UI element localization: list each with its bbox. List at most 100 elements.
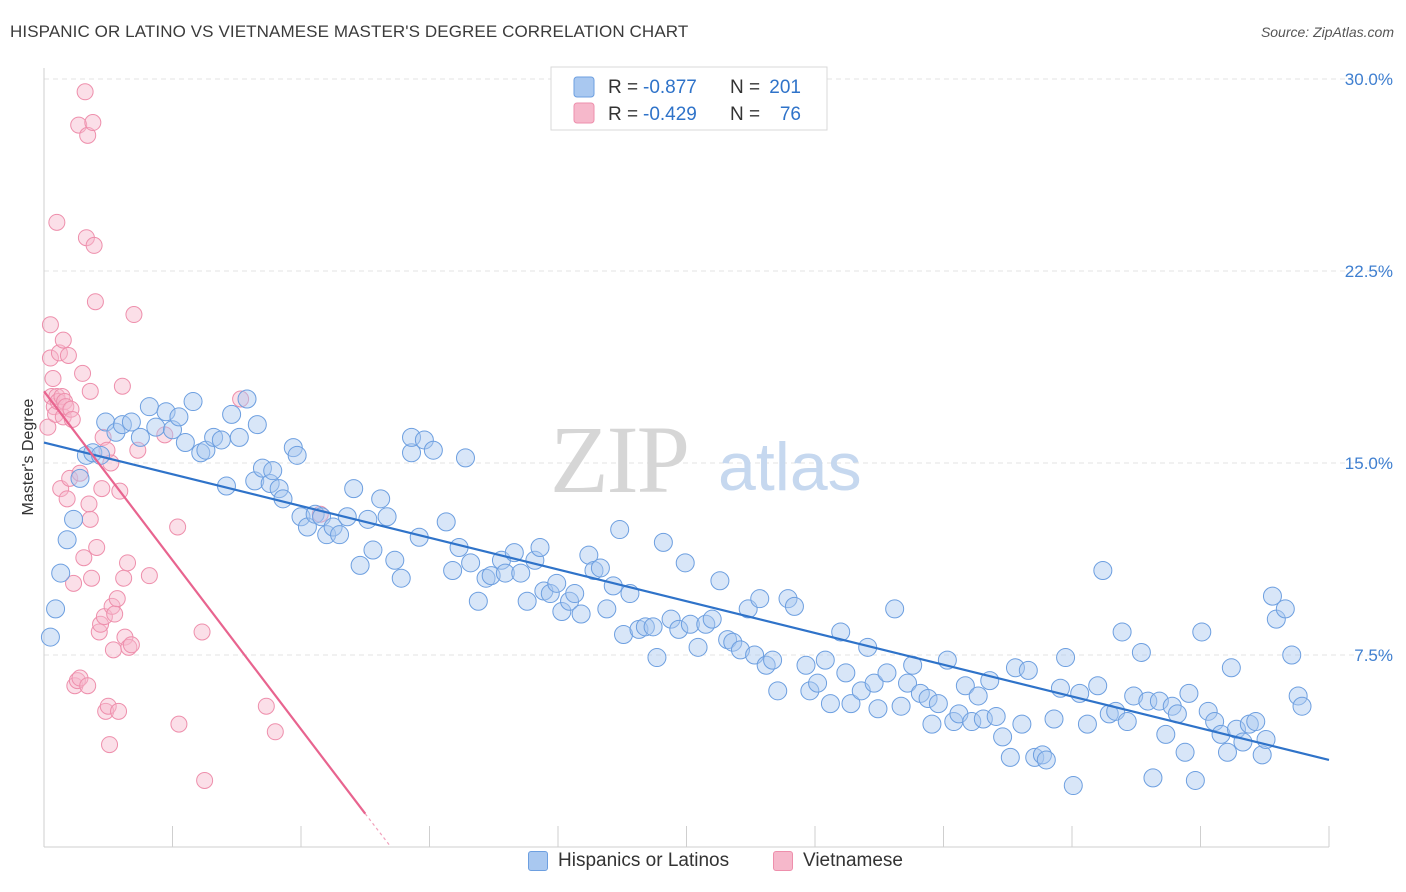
hispanic-point	[796, 655, 816, 675]
vietnamese-point	[80, 495, 98, 513]
y-tick-label: 30.0%	[1345, 70, 1393, 89]
hispanic-point	[986, 706, 1006, 726]
hispanic-point	[643, 617, 663, 637]
hispanic-point	[40, 627, 60, 647]
hispanic-point	[800, 681, 820, 701]
hispanic-point	[579, 545, 599, 565]
vietnamese-point	[81, 510, 99, 528]
legend-swatch-pink	[573, 102, 595, 124]
hispanic-point	[590, 558, 610, 578]
vietnamese-point	[106, 605, 124, 623]
vietnamese-point	[169, 518, 187, 536]
hispanic-point	[1246, 712, 1266, 732]
vietnamese-point	[125, 306, 143, 324]
hispanic-point	[495, 563, 515, 583]
hispanic-point	[1192, 622, 1212, 642]
hispanic-point	[517, 591, 537, 611]
vietnamese-point	[99, 697, 117, 715]
vietnamese-point	[59, 346, 77, 364]
hispanic-point	[1252, 745, 1272, 765]
legend-r-value: -0.429	[643, 104, 697, 125]
hispanic-point	[1032, 745, 1052, 765]
hispanic-point	[968, 686, 988, 706]
hispanic-point	[371, 489, 391, 509]
hispanic-point	[1217, 742, 1237, 762]
hispanic-point	[70, 468, 90, 488]
hispanic-point	[377, 507, 397, 527]
hispanic-point	[1198, 701, 1218, 721]
hispanic-point	[661, 609, 681, 629]
hispanic-point	[955, 676, 975, 696]
hispanic-point	[1149, 691, 1169, 711]
gridlines	[44, 78, 1393, 656]
hispanic-point	[1036, 750, 1056, 770]
hispanic-point	[461, 553, 481, 573]
hispanic-point	[1185, 770, 1205, 790]
hispanic-point	[121, 412, 141, 432]
hispanic-point	[1156, 724, 1176, 744]
tick-labels: 7.5%15.0%22.5%30.0%0.0%100.0%	[1345, 70, 1393, 665]
vietnamese-point	[74, 364, 92, 382]
hispanic-point	[1093, 561, 1113, 581]
vietnamese-point	[113, 377, 131, 395]
bottom-legend-swatch-blue	[528, 851, 548, 871]
hispanic-point	[229, 427, 249, 447]
bottom-legend-item-hispanic: Hispanics or Latinos	[528, 850, 729, 872]
trend-lines	[43, 390, 1330, 848]
hispanic-point	[718, 630, 738, 650]
vietnamese-point	[88, 538, 106, 556]
hispanic-point	[756, 655, 776, 675]
hispanic-point	[831, 622, 851, 642]
hispanic-point	[610, 520, 630, 540]
hispanic-point	[750, 589, 770, 609]
vietnamese-point	[79, 677, 97, 695]
hispanic-point	[540, 584, 560, 604]
hispanic-point	[993, 727, 1013, 747]
hispanic-point	[1124, 686, 1144, 706]
hispanic-point	[864, 673, 884, 693]
hispanic-point	[1292, 696, 1312, 716]
y-tick-label: 22.5%	[1345, 262, 1393, 281]
hispanic-point	[922, 714, 942, 734]
hispanic-point	[402, 443, 422, 463]
vietnamese-point	[122, 636, 140, 654]
hispanic-point	[730, 640, 750, 660]
hispanic-point	[928, 694, 948, 714]
vietnamese-point	[196, 771, 214, 789]
hispanic-point	[287, 445, 307, 465]
vietnamese-trend-line	[43, 390, 367, 815]
legend-n-label: N =	[730, 77, 760, 98]
hispanic-point	[481, 566, 501, 586]
y-tick-label: 7.5%	[1354, 646, 1393, 665]
hispanic-point	[204, 427, 224, 447]
hispanic-point	[918, 689, 938, 709]
vietnamese-point	[97, 702, 115, 720]
hispanic-point	[1077, 714, 1097, 734]
bottom-legend-label: Vietnamese	[803, 850, 903, 871]
vietnamese-point	[58, 490, 76, 508]
hispanic-point	[169, 407, 189, 427]
hispanic-point	[1117, 712, 1137, 732]
hispanic-point	[96, 412, 116, 432]
hispanic-point	[130, 427, 150, 447]
hispanic-point	[237, 389, 257, 409]
hispanic-point	[647, 648, 667, 668]
hispanic-point	[1179, 683, 1199, 703]
hispanic-point	[836, 663, 856, 683]
hispanic-point	[571, 604, 591, 624]
vietnamese-point	[84, 114, 102, 132]
hispanic-point	[455, 448, 475, 468]
vietnamese-point	[104, 641, 122, 659]
hispanic-point	[675, 553, 695, 573]
vietnamese-point	[110, 702, 128, 720]
hispanic-point	[603, 576, 623, 596]
hispanic-point	[330, 525, 350, 545]
hispanic-point	[1131, 642, 1151, 662]
vietnamese-point	[119, 554, 137, 572]
hispanic-point	[222, 404, 242, 424]
vietnamese-point	[193, 623, 211, 641]
hispanic-point	[710, 571, 730, 591]
hispanic-point	[1044, 709, 1064, 729]
hispanic-point	[363, 540, 383, 560]
vietnamese-point	[68, 672, 86, 690]
